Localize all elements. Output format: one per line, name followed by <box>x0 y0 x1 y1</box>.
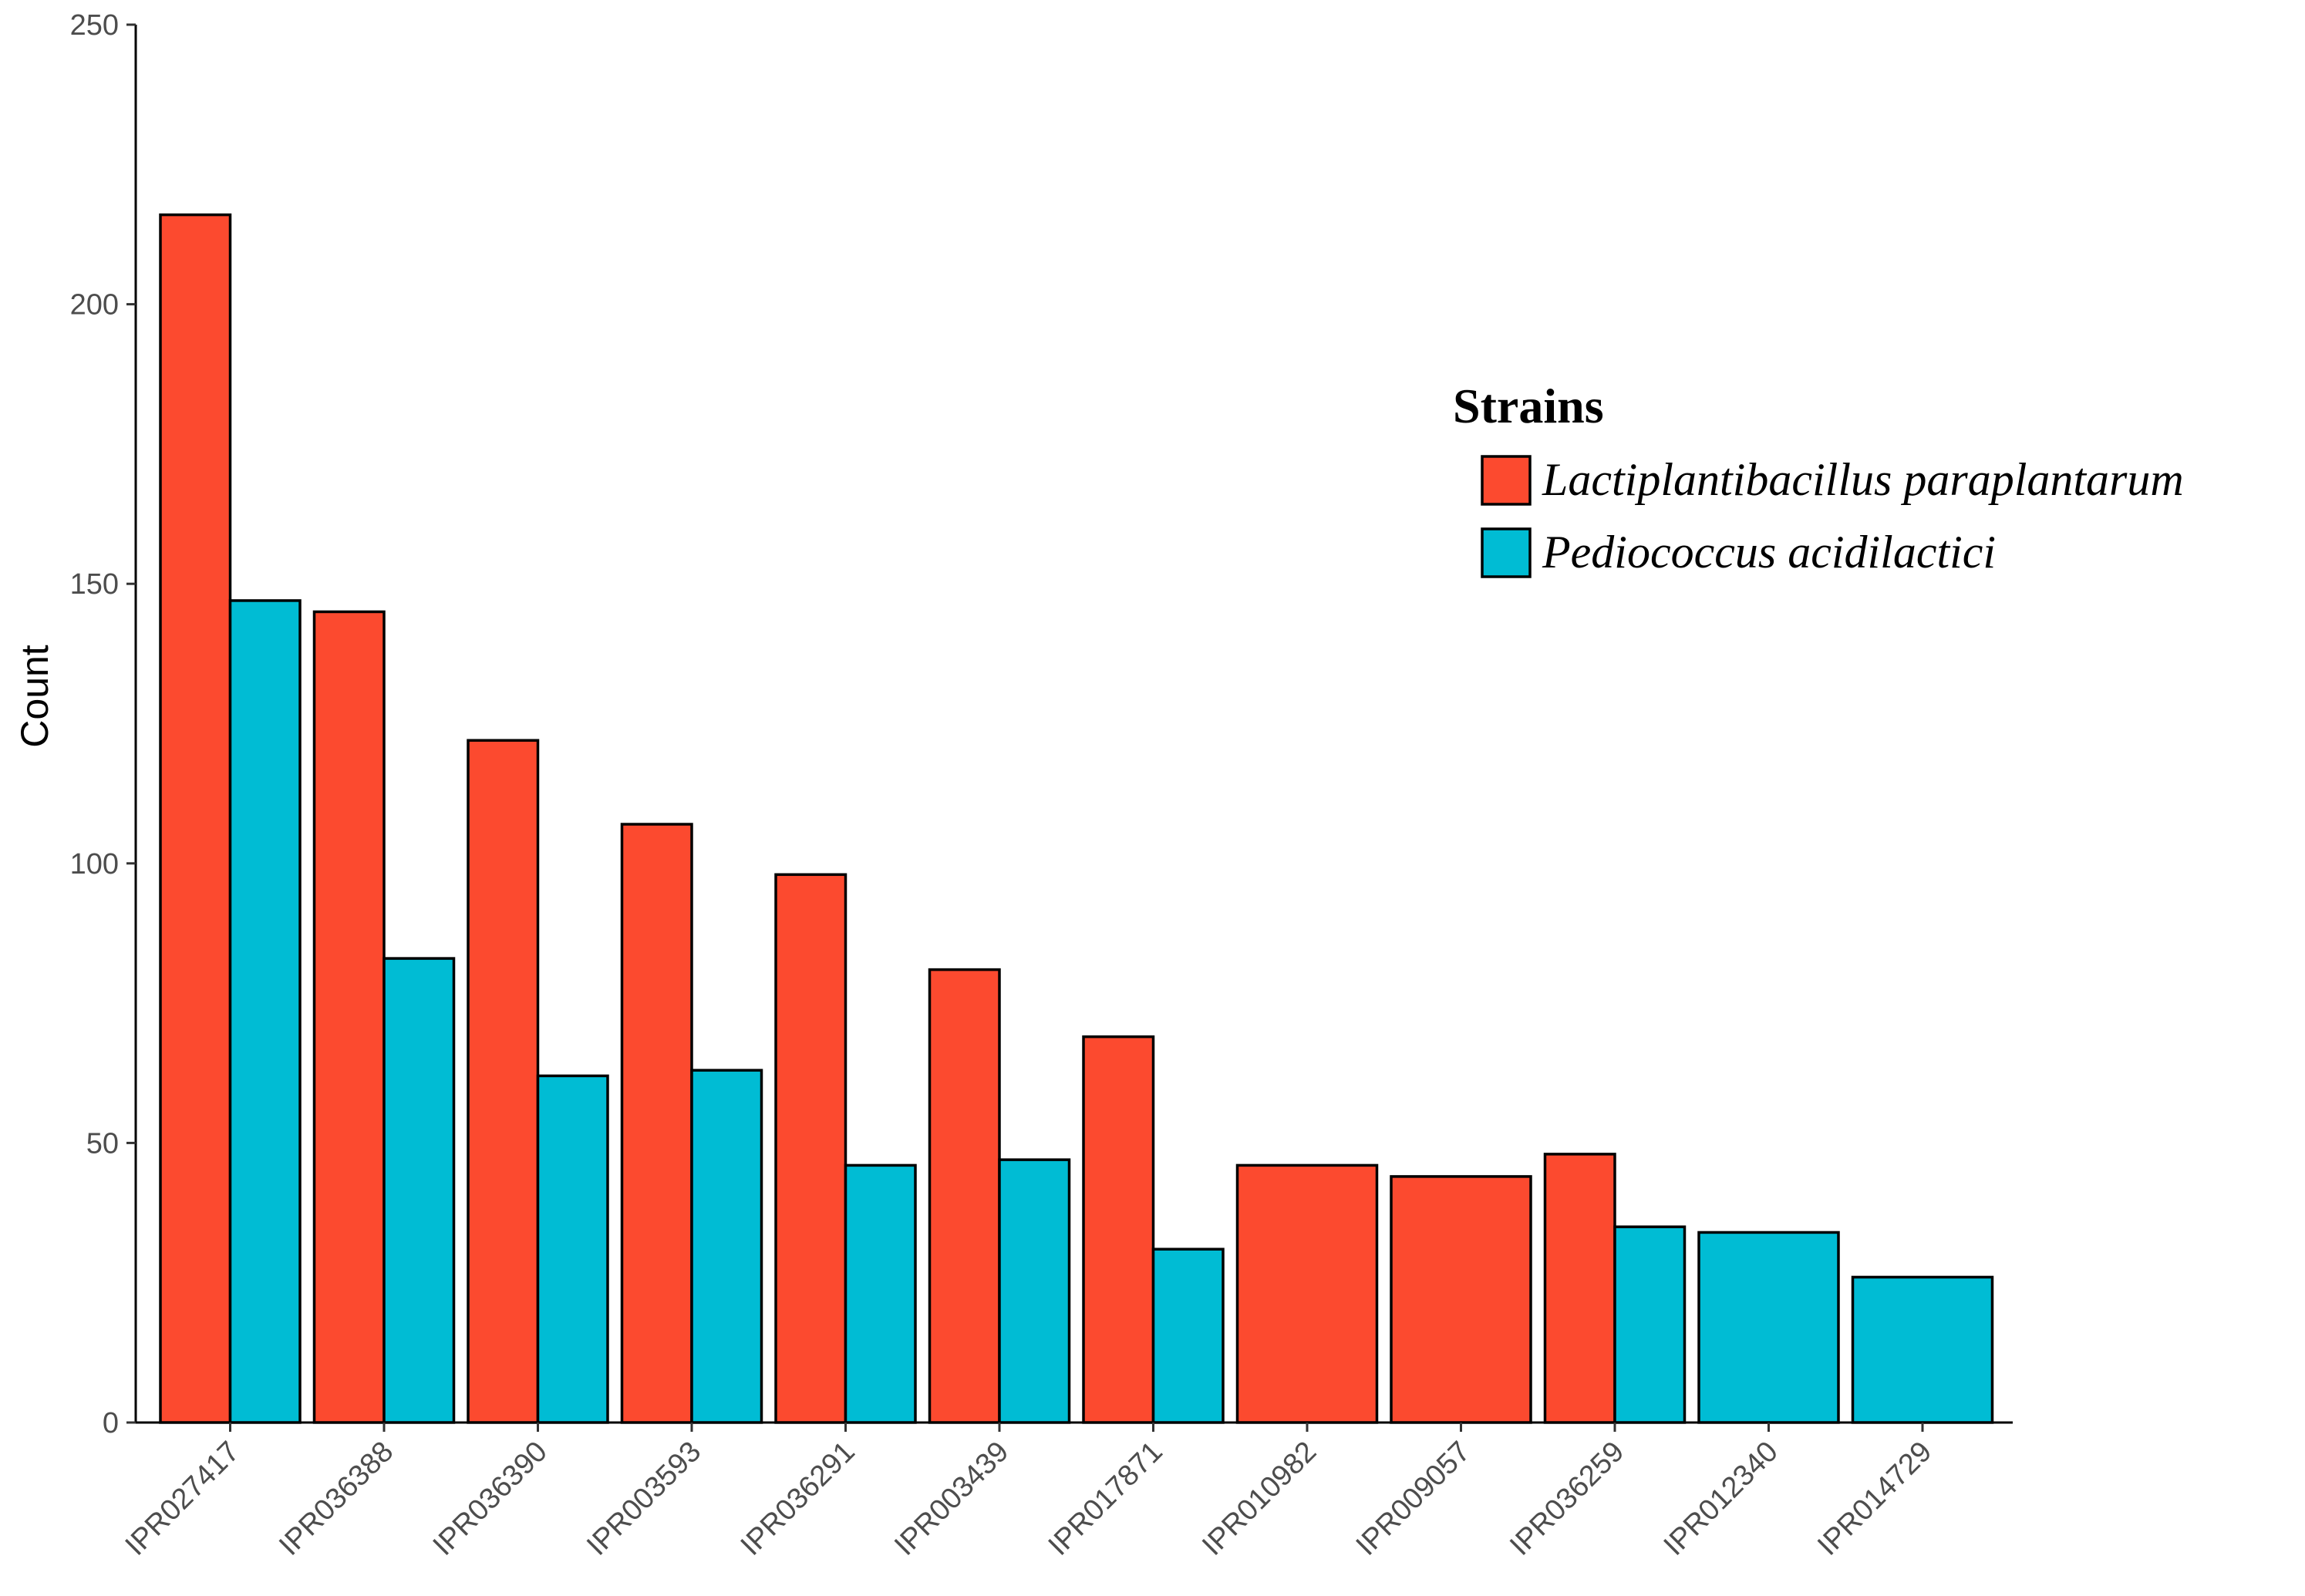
bar-IPR003439-pediococcus <box>998 1158 1071 1424</box>
bar-IPR010982-lactiplantibacillus <box>1235 1163 1379 1424</box>
bar-IPR009057-lactiplantibacillus <box>1390 1175 1532 1424</box>
x-tick-label: IPR003439 <box>888 1436 1015 1562</box>
y-tick-label: 200 <box>70 289 119 322</box>
x-tick-label: IPR003593 <box>581 1436 707 1562</box>
bar-IPR017871-lactiplantibacillus <box>1082 1035 1155 1424</box>
bar-IPR014729-pediococcus <box>1851 1275 1994 1424</box>
y-axis-title: Count <box>13 645 56 748</box>
axes-group <box>134 25 2013 1424</box>
bar-IPR036291-lactiplantibacillus <box>774 873 848 1424</box>
x-tick-label: IPR036291 <box>735 1436 861 1562</box>
legend-key <box>1481 455 1532 506</box>
x-tick-label: IPR036390 <box>427 1436 554 1562</box>
y-tick-label: 250 <box>70 9 119 42</box>
bar-IPR003593-pediococcus <box>690 1069 763 1424</box>
bar-IPR027417-lactiplantibacillus <box>159 213 232 1424</box>
x-tick-label: IPR014729 <box>1811 1436 1938 1562</box>
x-tick-label: IPR009057 <box>1350 1436 1477 1562</box>
bar-IPR003593-lactiplantibacillus <box>620 823 693 1424</box>
x-tick-label: IPR036259 <box>1504 1436 1630 1562</box>
legend-label: Pediococcus acidilactici <box>1542 527 1996 577</box>
x-tick-label: IPR017871 <box>1043 1436 1169 1562</box>
bar-IPR012340-pediococcus <box>1697 1231 1840 1424</box>
y-tick-label: 0 <box>103 1407 119 1439</box>
bar-IPR036388-lactiplantibacillus <box>312 610 386 1424</box>
y-tick-label: 50 <box>86 1127 119 1160</box>
x-tick-label: IPR027417 <box>120 1436 246 1562</box>
legend-key <box>1481 527 1532 578</box>
x-tick-label: IPR010982 <box>1196 1436 1323 1562</box>
y-tick-label: 100 <box>70 848 119 880</box>
bar-IPR036390-lactiplantibacillus <box>467 739 540 1424</box>
bar-IPR017871-pediococcus <box>1151 1248 1225 1424</box>
bar-IPR036259-lactiplantibacillus <box>1543 1153 1616 1424</box>
x-ticks-group: IPR027417 IPR036388 IPR036390 IPR003593 IPR0… <box>120 1423 1938 1562</box>
bar-IPR027417-pediococcus <box>228 599 302 1424</box>
bar-IPR036390-pediococcus <box>536 1074 609 1424</box>
x-tick-label: IPR012340 <box>1658 1436 1784 1562</box>
bar-IPR036291-pediococcus <box>844 1163 917 1424</box>
y-ticks-group: 0 50 100 150 200 250 <box>70 9 136 1439</box>
legend-title: Strains <box>1453 379 1604 433</box>
y-tick-label: 150 <box>70 568 119 601</box>
bar-IPR036259-pediococcus <box>1613 1225 1687 1424</box>
bars-group <box>159 213 1994 1424</box>
legend: Strains Lactiplantibacillus paraplantaru… <box>1453 379 2184 578</box>
legend-label: Lactiplantibacillus paraplantarum <box>1542 454 2184 505</box>
x-tick-label: IPR036388 <box>273 1436 399 1562</box>
bar-IPR036388-pediococcus <box>382 957 456 1424</box>
bar-IPR003439-lactiplantibacillus <box>928 968 1001 1424</box>
